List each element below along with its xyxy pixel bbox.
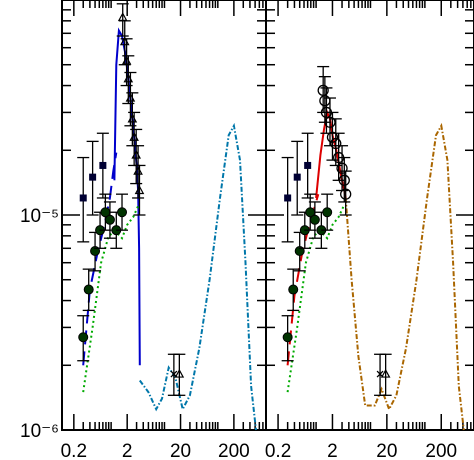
x-tick-label: 200 — [218, 441, 250, 460]
open-circle-marker — [326, 131, 339, 143]
filled-circle-marker — [117, 207, 128, 218]
data-point — [96, 132, 109, 199]
filled-circle-marker — [288, 284, 299, 295]
x-tick-label: 2 — [122, 441, 133, 460]
x-tick-label: 20 — [170, 441, 191, 460]
marker-group-filled-square — [77, 132, 109, 243]
marker-group-open-triangle — [173, 353, 186, 396]
data-point — [326, 111, 339, 161]
y-axis-ticks — [266, 9, 474, 431]
data-point — [338, 156, 351, 203]
data-point — [94, 211, 107, 249]
data-point — [301, 132, 314, 199]
right-panel: 0.2 2 20 200 — [265, 0, 474, 460]
data-point — [291, 140, 304, 216]
marker-group-filled-circle — [281, 193, 334, 362]
filled-circle-marker — [282, 332, 293, 343]
open-circle-marker — [340, 188, 352, 200]
data-point — [323, 97, 336, 147]
data-point — [287, 268, 300, 312]
series-line-solid — [315, 108, 347, 199]
square-marker — [79, 194, 87, 202]
data-point — [173, 353, 186, 396]
triangle-marker — [174, 368, 185, 378]
data-point — [329, 118, 342, 167]
marker-group-open-triangle — [116, 3, 146, 216]
data-point — [133, 164, 146, 216]
x-axis-ticks — [277, 0, 474, 430]
series-line-dotted-dashed — [138, 122, 257, 431]
y-tick-label: 10⁻⁶ — [20, 421, 59, 442]
marker-group-open-triangle — [379, 353, 392, 396]
x-tick-label: 0.2 — [61, 441, 87, 460]
series-line-dashed — [82, 152, 118, 366]
series-line-dotted-dashed — [344, 122, 465, 431]
marker-group-cross — [374, 353, 387, 396]
marker-group-filled-square — [281, 132, 314, 243]
data-point — [86, 140, 99, 216]
left-panel: 0.2 2 20 200 10⁻⁵ 10⁻⁶ — [20, 0, 267, 460]
series-line-dotted — [286, 205, 345, 393]
data-point — [82, 268, 95, 312]
data-point — [77, 315, 90, 362]
open-circle-marker — [324, 116, 336, 128]
square-marker — [304, 161, 312, 169]
filled-circle-marker — [104, 214, 115, 225]
filled-circle-marker — [322, 207, 333, 218]
data-point — [116, 193, 129, 231]
square-marker — [99, 161, 107, 169]
x-tick-label: 200 — [425, 441, 457, 460]
data-point — [89, 231, 102, 272]
square-marker — [293, 173, 301, 181]
filled-circle-marker — [309, 214, 320, 225]
y-axis-ticks — [62, 9, 266, 431]
x-tick-label: 20 — [376, 441, 397, 460]
data-point — [379, 353, 392, 396]
data-point — [281, 156, 294, 243]
y-tick-label: 10⁻⁵ — [20, 206, 59, 227]
data-point — [281, 315, 294, 362]
data-point — [321, 193, 334, 231]
x-axis-ticks — [73, 0, 267, 430]
data-point — [167, 353, 180, 396]
marker-group-open-circle — [317, 65, 352, 216]
data-point — [77, 156, 90, 243]
filled-circle-marker — [83, 284, 94, 295]
filled-circle-marker — [78, 332, 89, 343]
open-circle-marker — [338, 174, 350, 186]
open-circle-marker — [330, 137, 342, 150]
square-marker — [89, 173, 97, 181]
series-line-dotted — [82, 205, 140, 393]
triangle-marker — [380, 368, 391, 378]
marker-group-cross — [167, 353, 180, 396]
x-tick-label: 0.2 — [265, 441, 291, 460]
data-point — [374, 353, 387, 396]
triangle-marker — [134, 185, 145, 195]
square-marker — [284, 194, 292, 202]
series-line-dashed — [286, 193, 320, 366]
data-point — [103, 201, 116, 239]
data-point — [339, 170, 352, 216]
data-point — [293, 231, 306, 272]
marker-group-filled-circle — [77, 193, 129, 362]
x-tick-label: 2 — [327, 441, 338, 460]
open-circle-marker — [336, 162, 348, 174]
data-point — [308, 201, 321, 239]
